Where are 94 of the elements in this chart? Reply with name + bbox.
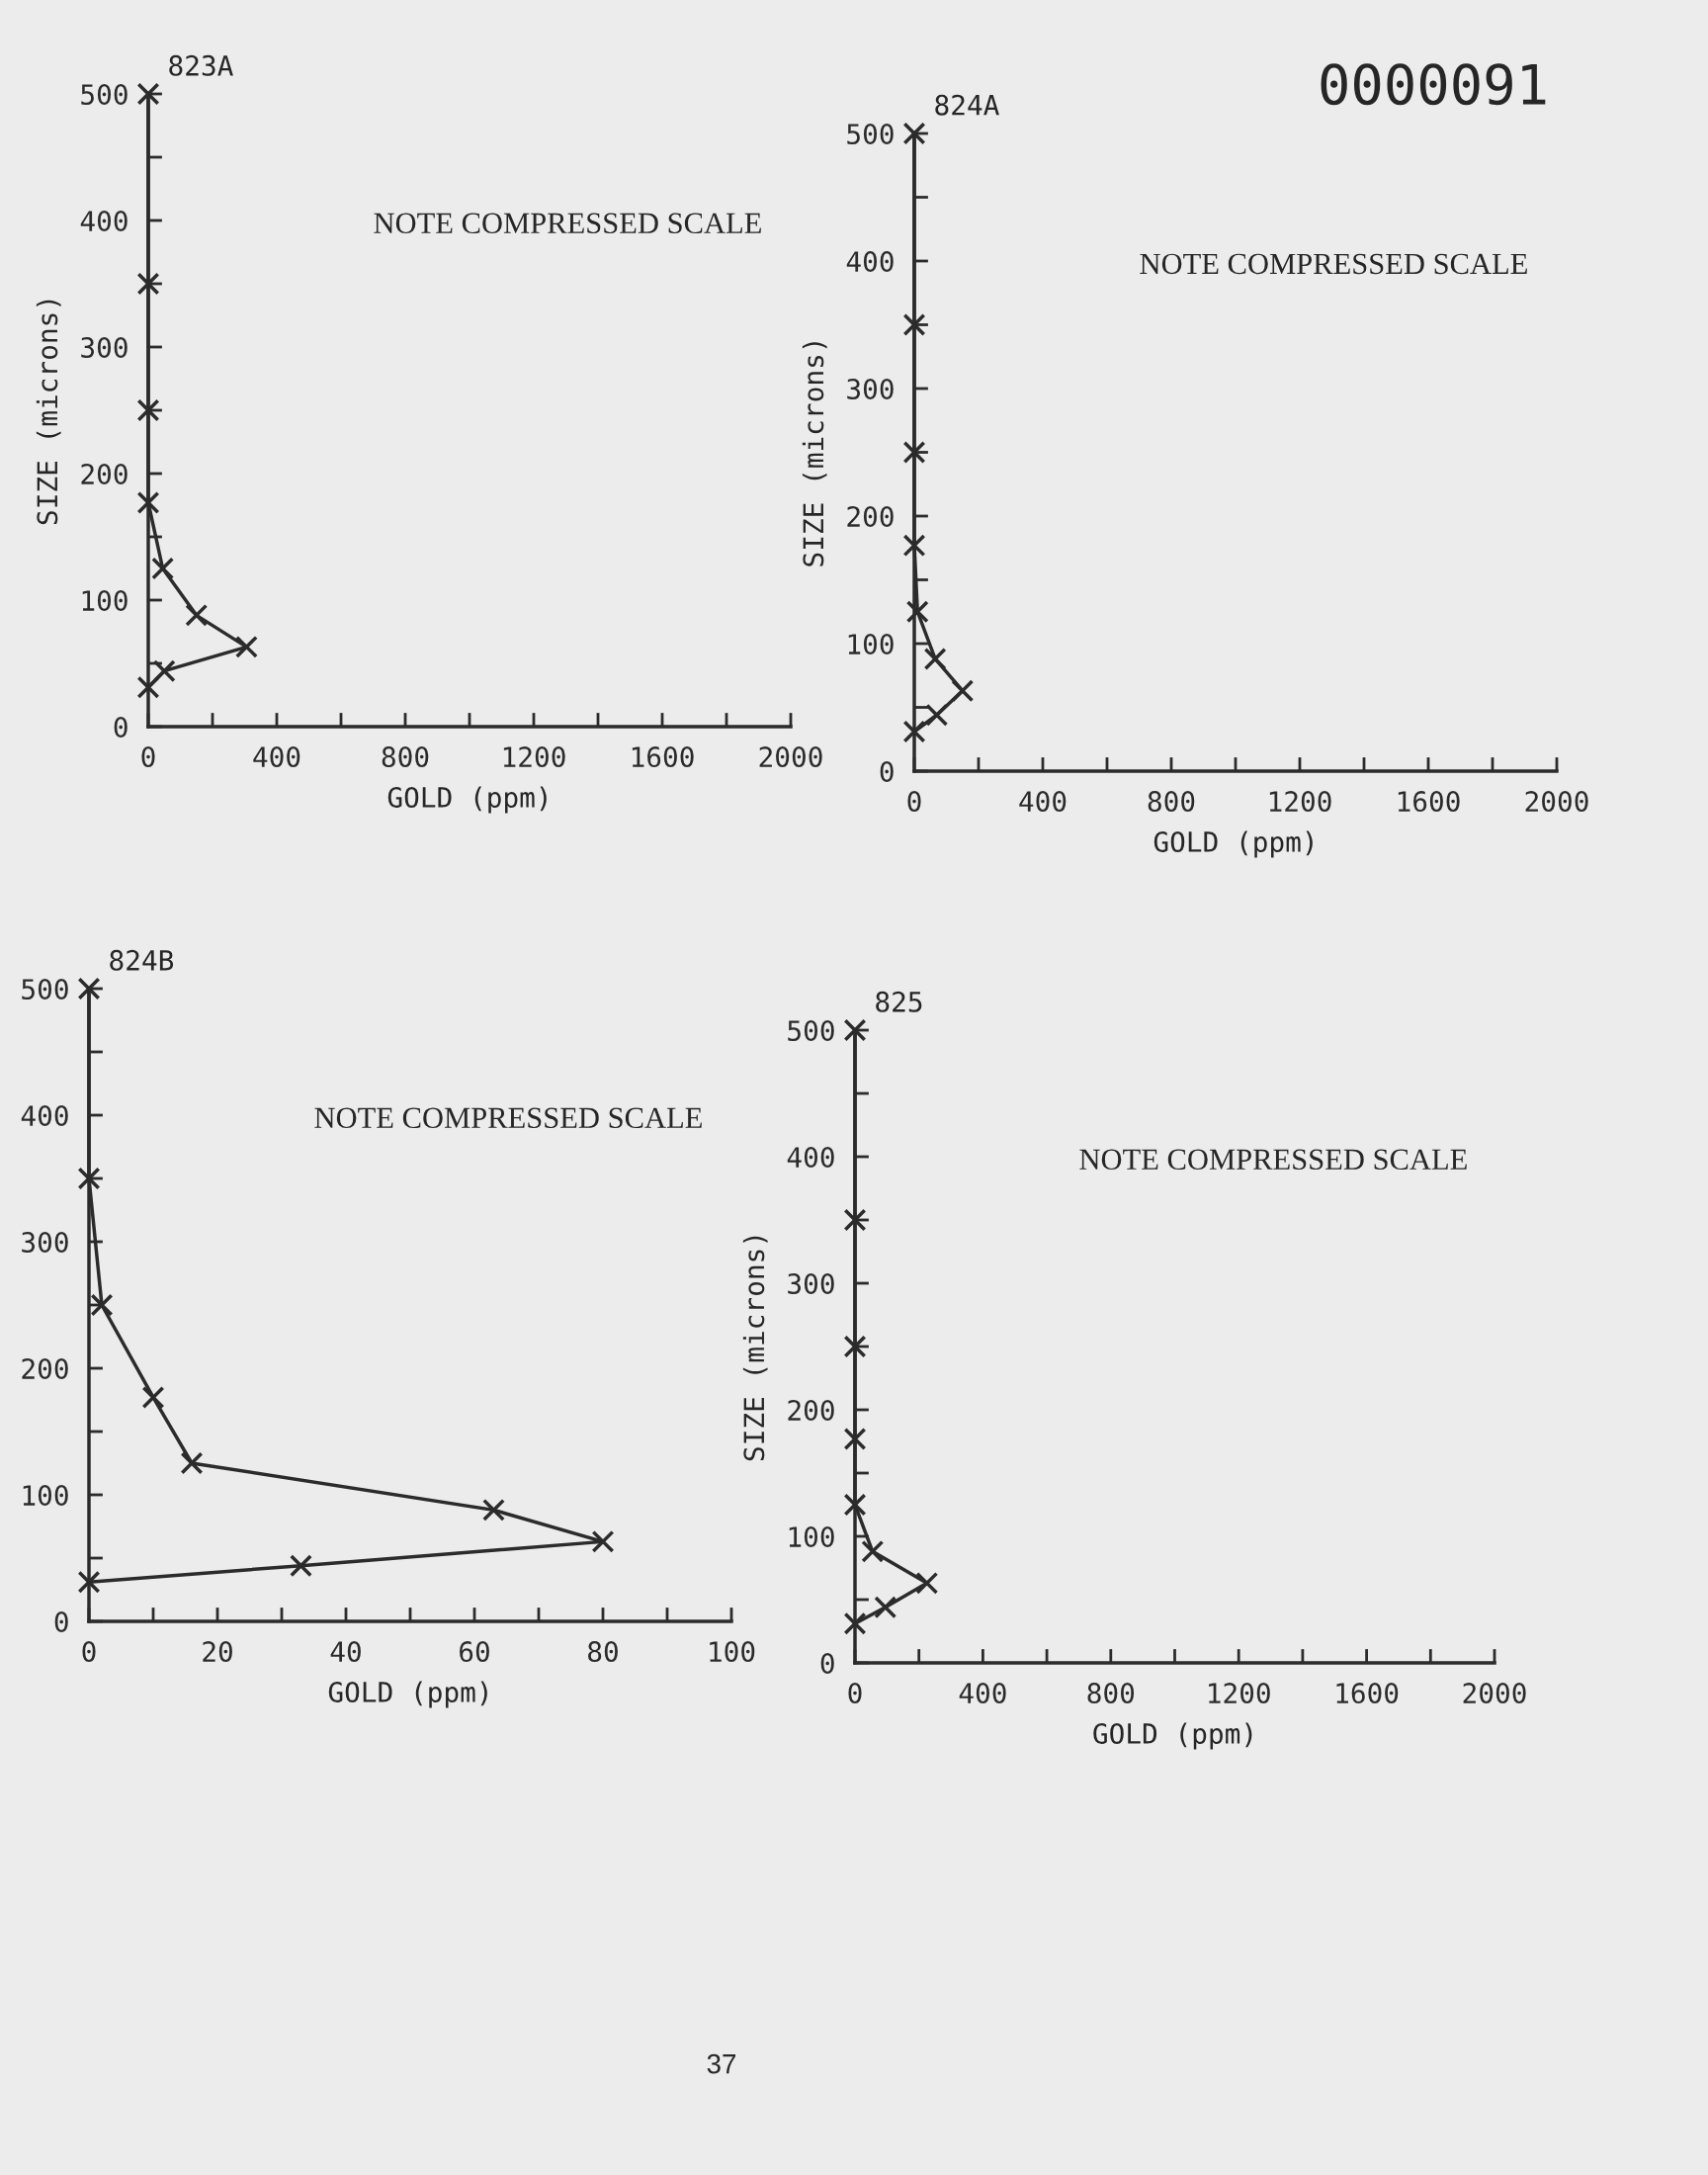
y-tick-label: 0 (54, 1611, 68, 1633)
x-tick-label: 800 (1087, 1683, 1135, 1704)
point (874, 1596, 897, 1619)
y-tick-label: 100 (848, 634, 894, 655)
x-axis-title: GOLD (ppm) (328, 1681, 487, 1708)
point (152, 659, 176, 683)
point (136, 675, 160, 699)
point (923, 648, 947, 670)
y-tick-label: 0 (880, 761, 894, 783)
point (180, 1451, 204, 1475)
chart-title: 824B (110, 949, 174, 971)
x-tick-label: 2000 (759, 746, 822, 768)
y-tick-label: 400 (21, 1105, 68, 1127)
x-tick-label: 1200 (503, 746, 565, 768)
point (951, 679, 975, 703)
point (925, 703, 949, 727)
x-tick-label: 40 (330, 1641, 361, 1663)
y-tick-label: 500 (847, 124, 894, 145)
annotation: NOTE COMPRESSED SCALE (1079, 1149, 1467, 1171)
chart-title: 825 (876, 991, 922, 1012)
y-tick-label: 400 (80, 211, 128, 232)
x-tick-label: 60 (460, 1641, 489, 1663)
annotation: NOTE COMPRESSED SCALE (1140, 253, 1527, 275)
y-tick-label: 400 (846, 251, 894, 273)
y-tick-label: 0 (114, 717, 128, 739)
point (234, 635, 258, 658)
point (843, 1208, 867, 1232)
point (902, 313, 926, 336)
point (77, 1570, 101, 1594)
y-axis-title: SIZE (microns) (742, 1236, 768, 1461)
y-tick-label: 500 (81, 84, 128, 106)
point (290, 1554, 312, 1578)
point (902, 534, 926, 558)
point (843, 1493, 867, 1517)
point (843, 1611, 867, 1635)
point (136, 490, 160, 514)
point (915, 1571, 939, 1595)
point (136, 272, 160, 296)
annotation: NOTE COMPRESSED SCALE (314, 1107, 702, 1129)
y-tick-label: 200 (22, 1358, 68, 1380)
point (843, 1335, 867, 1358)
x-tick-label: 1600 (1398, 791, 1460, 813)
x-tick-label: 1600 (1336, 1683, 1399, 1704)
text: 0000091 (1321, 63, 1546, 106)
y-tick-label: 200 (81, 464, 128, 485)
chart-title: 823A (169, 54, 233, 76)
x-tick-label: 400 (1019, 791, 1067, 813)
x-tick-label: 400 (959, 1683, 1006, 1704)
point (77, 1167, 101, 1190)
y-tick-label: 500 (788, 1020, 834, 1042)
point (90, 1293, 114, 1317)
point (905, 600, 929, 624)
point (151, 557, 175, 580)
x-tick-label: 0 (141, 746, 155, 768)
y-axis-title: SIZE (microns) (36, 300, 61, 525)
y-tick-label: 300 (847, 379, 894, 400)
chart-title: 824A (935, 94, 999, 116)
point (843, 1427, 867, 1450)
y-tick-label: 300 (788, 1273, 834, 1295)
y-tick-label: 400 (787, 1147, 834, 1169)
text: 37 (707, 2053, 736, 2074)
y-tick-label: 300 (22, 1232, 68, 1254)
x-tick-label: 0 (907, 791, 921, 813)
y-tick-label: 100 (82, 590, 128, 612)
y-tick-label: 100 (789, 1526, 834, 1548)
x-tick-label: 80 (588, 1641, 618, 1663)
y-tick-label: 100 (23, 1485, 68, 1507)
x-tick-label: 20 (203, 1641, 232, 1663)
point (902, 720, 926, 743)
x-tick-label: 800 (382, 746, 429, 768)
x-tick-label: 1600 (632, 746, 694, 768)
point (591, 1529, 615, 1553)
x-axis-title: GOLD (ppm) (387, 786, 547, 814)
y-tick-label: 200 (788, 1400, 834, 1422)
point (185, 603, 209, 627)
y-tick-label: 200 (847, 506, 894, 528)
x-tick-label: 2000 (1463, 1683, 1526, 1704)
point (136, 398, 160, 422)
annotation: NOTE COMPRESSED SCALE (374, 213, 761, 234)
point (482, 1498, 505, 1522)
point (902, 441, 926, 464)
y-axis-title: SIZE (microns) (802, 342, 827, 566)
x-tick-label: 1200 (1209, 1683, 1270, 1704)
x-tick-label: 400 (253, 746, 300, 768)
x-axis-title: GOLD (ppm) (1093, 1722, 1252, 1750)
point (861, 1539, 885, 1563)
y-tick-label: 300 (81, 337, 128, 359)
x-tick-label: 800 (1148, 791, 1195, 813)
y-tick-label: 500 (22, 979, 68, 1000)
x-tick-label: 2000 (1525, 791, 1588, 813)
x-tick-label: 100 (710, 1641, 755, 1663)
point (141, 1385, 165, 1409)
x-axis-title: GOLD (ppm) (1153, 830, 1313, 858)
x-tick-label: 1200 (1269, 791, 1331, 813)
